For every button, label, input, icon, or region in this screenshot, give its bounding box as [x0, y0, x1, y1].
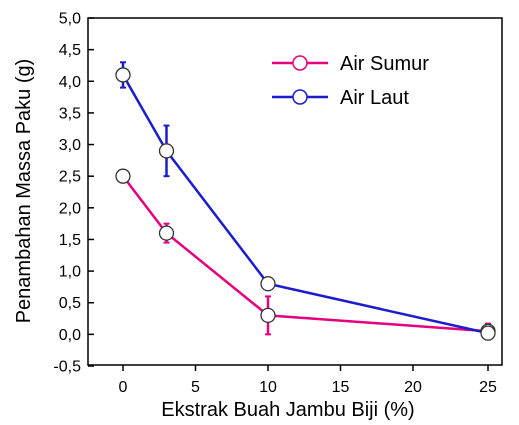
y-tick-label: 0,5 [59, 295, 81, 312]
series-line-air-laut [121, 74, 489, 335]
y-tick-label: -0,5 [53, 359, 81, 376]
data-point-air-laut [158, 143, 175, 159]
legend-label-air-laut: Air Laut [340, 87, 409, 109]
x-axis-title: Ekstrak Buah Jambu Biji (%) [161, 399, 414, 421]
x-tick-label: 0 [119, 379, 128, 396]
data-point-air-sumur [260, 307, 276, 324]
y-tick-label: 4,5 [59, 42, 81, 59]
y-tick-label: 2,0 [59, 200, 81, 217]
y-tick-label: 3,5 [59, 105, 81, 122]
y-tick-label: 4,0 [59, 74, 81, 91]
y-tick-label: 3,0 [59, 137, 81, 154]
data-point-air-sumur [115, 168, 131, 184]
x-tick-label: 20 [404, 379, 422, 396]
x-tick-label: 15 [332, 379, 350, 396]
y-tick-label: 1,5 [59, 232, 81, 249]
x-tick-label: 25 [479, 379, 497, 396]
plot-frame [87, 17, 503, 366]
data-point-air-laut [115, 67, 131, 83]
data-point-air-sumur [158, 225, 175, 241]
data-point-air-laut [260, 276, 276, 292]
legend-marker-air-laut [292, 89, 308, 105]
y-axis-ticks: -0,5 0,0 0,5 1,0 1,5 2,0 2,5 3,0 3,5 4,0 4,5 5,0 [53, 11, 94, 376]
x-tick-label: 5 [191, 379, 200, 396]
series-layer [115, 61, 496, 341]
legend-marker-air-sumur [292, 55, 308, 71]
y-axis-title: Penambahan Massa Paku (g) [13, 59, 35, 324]
y-tick-label: 5,0 [59, 11, 81, 28]
legend-label-air-sumur: Air Sumur [340, 53, 429, 75]
data-point-air-laut [480, 325, 496, 341]
y-tick-label: 0,0 [59, 327, 81, 344]
y-tick-label: 2,5 [59, 169, 81, 186]
legend: Air Sumur Air Laut [272, 53, 429, 109]
x-axis-ticks: 0 5 10 15 20 25 [119, 365, 497, 396]
y-tick-label: 1,0 [59, 264, 81, 281]
series-line-air-sumur [122, 175, 489, 333]
x-tick-label: 10 [259, 379, 277, 396]
